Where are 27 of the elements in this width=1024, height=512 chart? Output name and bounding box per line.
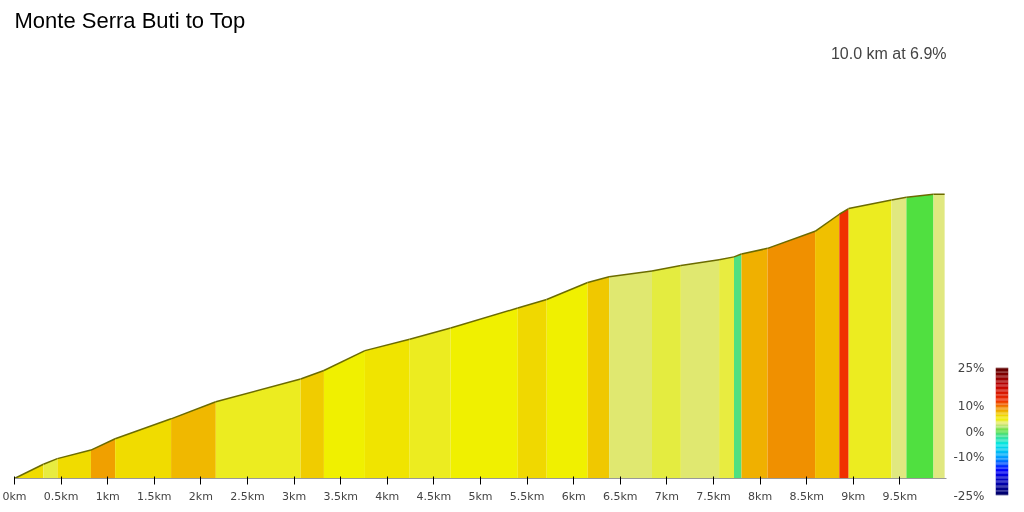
color-bar-label: 25% [957, 360, 985, 375]
color-bar-label: -10% [953, 450, 985, 465]
chart-subtitle: 10.0 km at 6.9% [830, 44, 947, 62]
x-tick-label: 1.5km [137, 489, 172, 503]
color-bar-label: 0% [965, 424, 985, 439]
x-tick-label: 0km [2, 489, 27, 503]
x-tick-label: 5.5km [509, 489, 545, 503]
x-tick-label: 9.5km [882, 489, 918, 503]
x-tick-label: 9km [841, 489, 866, 503]
x-tick-label: 8.5km [789, 489, 824, 503]
x-tick-label: 7.5km [696, 489, 731, 503]
x-tick-label: 4.5km [416, 489, 452, 503]
x-tick-label: 0.5km [43, 489, 79, 503]
x-tick-label: 6.5km [603, 489, 638, 503]
x-tick-label: 5km [468, 489, 493, 503]
chart-title: Monte Serra Buti to Top [14, 7, 246, 33]
x-tick-label: 2.5km [230, 489, 265, 503]
x-tick-label: 6km [561, 489, 586, 503]
color-bar-label: -25% [953, 488, 985, 503]
x-tick-label: 4km [375, 489, 400, 503]
x-tick-label: 8km [748, 489, 773, 503]
x-tick-label: 1km [95, 489, 120, 503]
x-tick-label: 7km [654, 489, 679, 503]
x-tick-label: 3km [282, 489, 307, 503]
color-bar-label: 10% [957, 398, 985, 413]
x-tick-label: 3.5km [323, 489, 358, 503]
x-tick-label: 2km [188, 489, 213, 503]
